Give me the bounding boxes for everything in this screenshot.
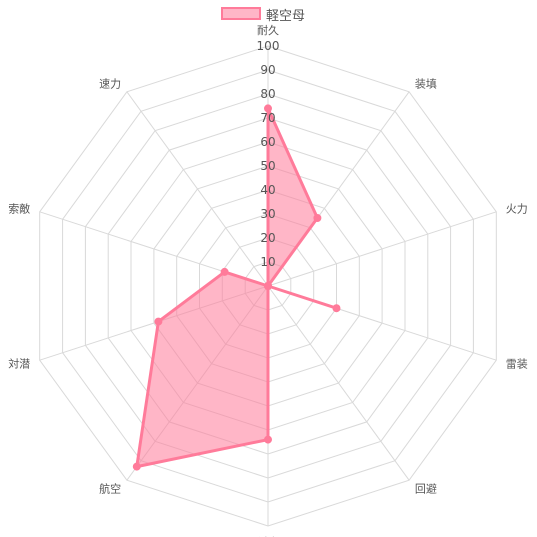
- tick-label: 20: [260, 231, 275, 245]
- tick-label: 40: [260, 183, 275, 197]
- legend-swatch: [221, 7, 261, 20]
- data-point: [264, 104, 272, 113]
- axis-label: 索敵: [8, 202, 30, 216]
- tick-label: 50: [260, 159, 275, 173]
- tick-label: 10: [260, 255, 275, 269]
- series-area: [135, 106, 338, 469]
- axis-spoke: [267, 285, 410, 481]
- axis-label: 対潜: [8, 356, 30, 370]
- tick-label: 80: [260, 87, 275, 101]
- data-point: [132, 462, 141, 471]
- data-point: [264, 435, 272, 444]
- axis-label: 航空: [99, 481, 121, 495]
- axis-label: 装填: [415, 77, 437, 91]
- axis-label: 回避: [415, 481, 437, 495]
- axis-label: 耐久: [257, 24, 279, 37]
- axis-label: 火力: [506, 203, 528, 216]
- tick-label: 100: [257, 39, 280, 53]
- axis-spoke: [126, 91, 269, 287]
- data-point: [154, 317, 163, 326]
- data-point: [332, 304, 341, 313]
- data-point: [264, 282, 272, 290]
- axis-label: 雷装: [506, 357, 528, 370]
- tick-label: 90: [260, 63, 275, 77]
- tick-label: 70: [260, 111, 275, 125]
- tick-label: 30: [260, 207, 275, 221]
- axis-spoke: [267, 211, 497, 287]
- tick-label: 60: [260, 135, 275, 149]
- legend-label: 軽空母: [266, 9, 306, 24]
- data-point: [313, 214, 322, 222]
- axis-label: 速力: [99, 78, 121, 91]
- axis-label: 対空: [257, 535, 279, 537]
- data-point: [220, 267, 229, 276]
- legend[interactable]: 軽空母: [0, 4, 537, 24]
